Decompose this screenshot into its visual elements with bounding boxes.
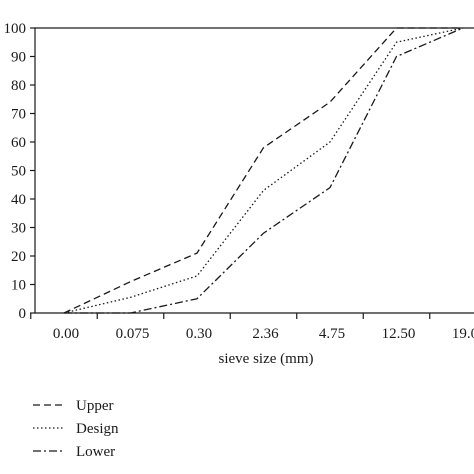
- y-axis-ticks: 0 10 20 30 40 50 60 70 80 90 100: [4, 21, 35, 322]
- plot-frame: [34, 27, 474, 314]
- series-design: [63, 27, 464, 314]
- series-lines: [63, 27, 464, 314]
- legend-label-upper: Upper: [76, 398, 114, 414]
- y-tick-label: 0: [19, 306, 27, 322]
- y-tick-label: 90: [11, 50, 26, 66]
- x-tick-label: 0.075: [116, 326, 150, 342]
- x-tick-label: 12.50: [382, 326, 416, 342]
- y-tick-label: 70: [11, 107, 26, 123]
- y-tick-label: 40: [11, 192, 26, 208]
- y-tick-label: 50: [11, 164, 26, 180]
- x-tick-label: 0.00: [53, 326, 79, 342]
- y-tick-label: 100: [4, 21, 27, 37]
- plot-border: [34, 27, 474, 314]
- x-tick-label: 0.30: [186, 326, 212, 342]
- series-upper: [63, 27, 463, 314]
- legend-label-design: Design: [76, 421, 119, 437]
- x-tick-label: 19.0: [452, 326, 474, 342]
- legend: Upper Design Lower: [33, 398, 119, 460]
- x-tick-label: 2.36: [252, 326, 279, 342]
- x-axis-title: sieve size (mm): [219, 351, 314, 367]
- x-tick-label: 4.75: [319, 326, 345, 342]
- x-axis-ticks: 0.00 0.075 0.30 2.36 4.75 12.50 19.0: [30, 313, 474, 342]
- y-tick-label: 30: [11, 221, 26, 237]
- series-line-design: [63, 27, 464, 314]
- y-tick-label: 20: [11, 249, 26, 265]
- y-tick-label: 60: [11, 135, 26, 151]
- y-tick-label: 10: [11, 278, 26, 294]
- y-tick-label: 80: [11, 78, 26, 94]
- series-line-lower: [64, 27, 464, 314]
- series-lower: [64, 27, 464, 314]
- legend-label-lower: Lower: [76, 444, 115, 460]
- series-line-upper: [63, 27, 463, 314]
